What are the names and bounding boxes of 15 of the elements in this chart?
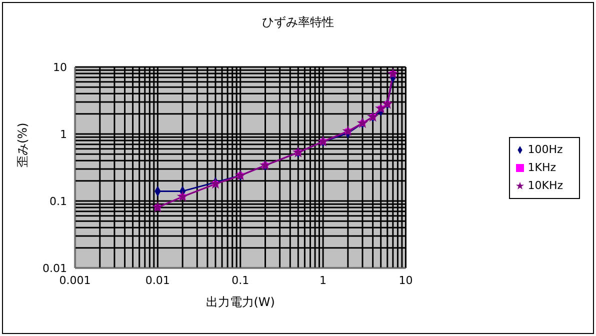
x-tick-label: 0.001 <box>59 274 91 287</box>
x-tick-label: 0.01 <box>145 274 170 287</box>
y-tick-label: 10 <box>53 60 67 74</box>
chart-title: ひずみ率特性 <box>261 14 335 31</box>
x-axis-title: 出力電力(W) <box>206 295 275 309</box>
legend-label: 100Hz <box>528 143 563 156</box>
y-tick-label: 0.1 <box>50 194 67 208</box>
y-axis-title: 歪み(%) <box>15 122 30 168</box>
x-tick-label: 10 <box>398 274 413 287</box>
legend-label: 1KHz <box>528 161 556 174</box>
x-tick-label: 1 <box>320 274 327 287</box>
y-tick-label: 1 <box>60 128 67 141</box>
x-tick-label: 0.1 <box>232 274 250 287</box>
y-tick-label: 0.01 <box>42 262 67 275</box>
legend-label: 10KHz <box>528 179 563 192</box>
